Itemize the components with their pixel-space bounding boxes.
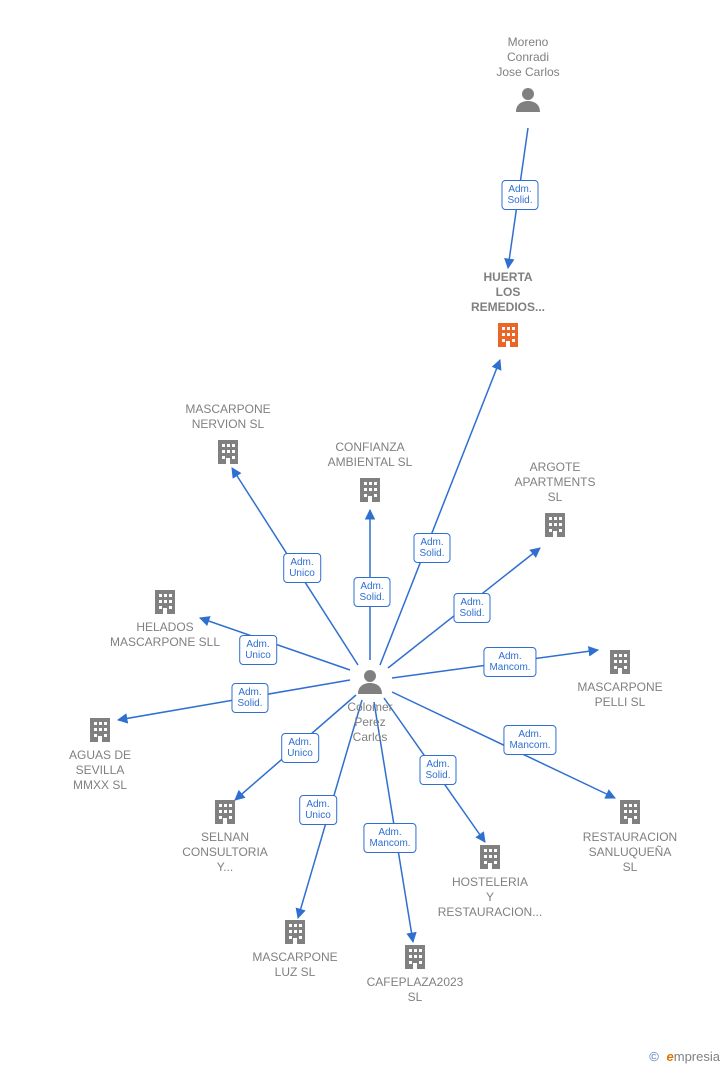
edge-label: Adm. Solid. xyxy=(501,180,538,210)
edge-label: Adm. Unico xyxy=(283,553,321,583)
node-label: CONFIANZA AMBIENTAL SL xyxy=(328,440,413,470)
node-label: HUERTA LOS REMEDIOS... xyxy=(471,270,545,315)
diagram-canvas xyxy=(0,0,728,1070)
building-icon xyxy=(405,945,425,969)
edge-label: Adm. Solid. xyxy=(413,533,450,563)
edge-label: Adm. Unico xyxy=(281,733,319,763)
edge-label: Adm. Solid. xyxy=(353,577,390,607)
node-label: Colomer Perez Carlos xyxy=(347,700,392,745)
node-label: MASCARPONE LUZ SL xyxy=(252,950,337,980)
building-icon xyxy=(610,650,630,674)
edge-label: Adm. Unico xyxy=(299,795,337,825)
building-icon xyxy=(218,440,238,464)
copyright-symbol: © xyxy=(649,1049,659,1064)
brand-initial: e xyxy=(667,1049,674,1064)
node-label: MASCARPONE PELLI SL xyxy=(577,680,662,710)
node-label: HOSTELERIA Y RESTAURACION... xyxy=(438,875,542,920)
node-label: HELADOS MASCARPONE SLL xyxy=(110,620,220,650)
building-icon xyxy=(90,718,110,742)
building-icon xyxy=(285,920,305,944)
building-icon xyxy=(215,800,235,824)
node-label: AGUAS DE SEVILLA MMXX SL xyxy=(69,748,131,793)
node-label: MASCARPONE NERVION SL xyxy=(185,402,270,432)
edge-label: Adm. Solid. xyxy=(231,683,268,713)
edge-label: Adm. Mancom. xyxy=(503,725,556,755)
building-icon xyxy=(480,845,500,869)
edge-label: Adm. Solid. xyxy=(453,593,490,623)
edge-label: Adm. Mancom. xyxy=(483,647,536,677)
building-icon xyxy=(498,323,518,347)
brand-rest: mpresia xyxy=(674,1049,720,1064)
edge-label: Adm. Unico xyxy=(239,635,277,665)
node-label: ARGOTE APARTMENTS SL xyxy=(515,460,596,505)
footer-copyright: © empresia xyxy=(649,1049,720,1064)
edge-label: Adm. Solid. xyxy=(419,755,456,785)
person-icon xyxy=(358,670,382,694)
node-label: CAFEPLAZA2023 SL xyxy=(367,975,464,1005)
node-label: SELNAN CONSULTORIA Y... xyxy=(182,830,268,875)
building-icon xyxy=(155,590,175,614)
building-icon xyxy=(545,513,565,537)
building-icon xyxy=(360,478,380,502)
person-icon xyxy=(516,88,540,112)
building-icon xyxy=(620,800,640,824)
edge-label: Adm. Mancom. xyxy=(363,823,416,853)
node-label: RESTAURACION SANLUQUEÑA SL xyxy=(583,830,677,875)
node-label: Moreno Conradi Jose Carlos xyxy=(496,35,559,80)
